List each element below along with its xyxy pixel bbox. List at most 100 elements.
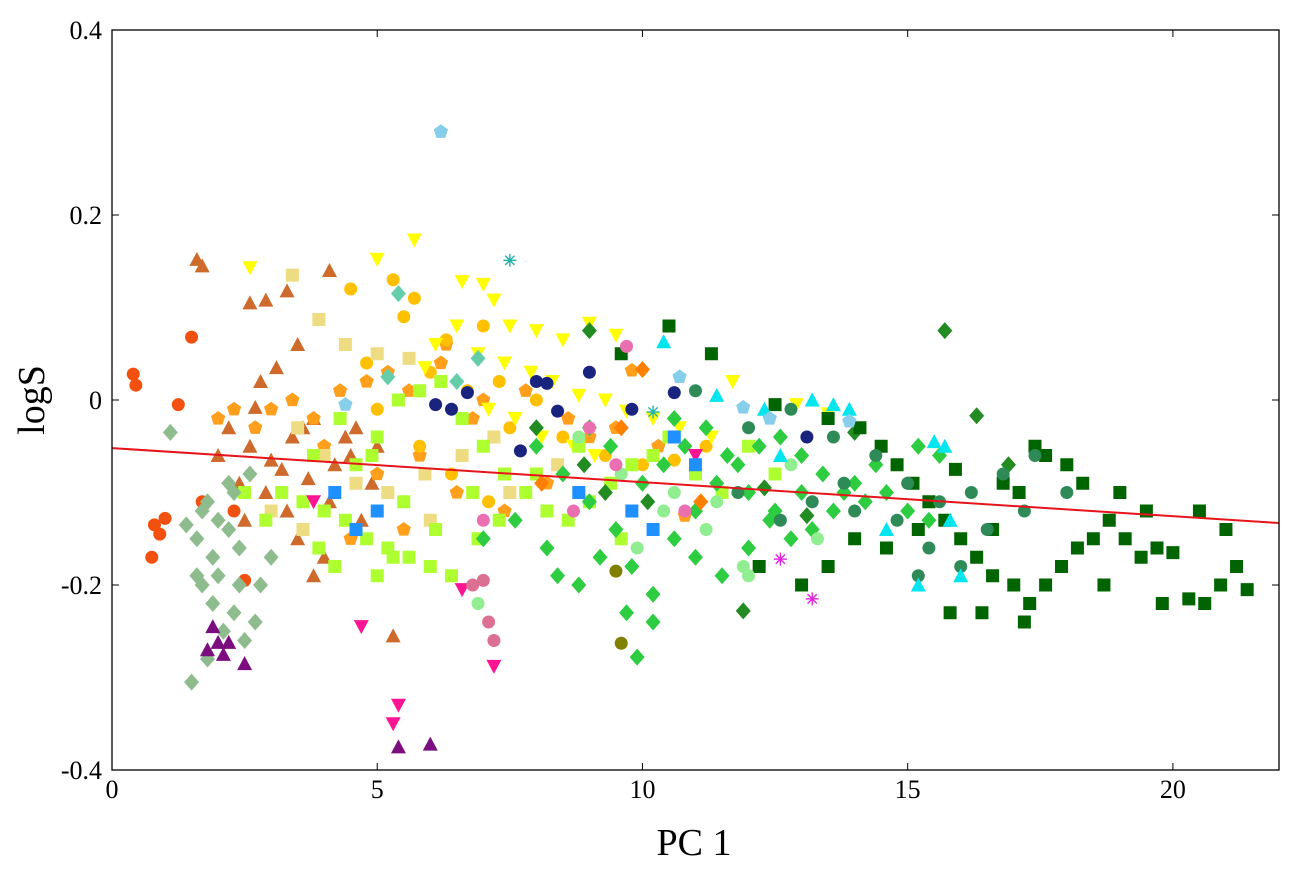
data-point [449,373,465,390]
axis-ticks: 0 5 10 15 20 -0.4 -0.2 0 0.2 0.4 [61,16,1279,804]
data-points [126,124,1254,754]
data-point [422,736,438,751]
data-point [688,548,703,566]
data-point [247,613,263,631]
data-point [804,392,820,407]
data-point [317,449,331,462]
data-point [910,577,926,592]
data-point [756,479,772,497]
data-point [327,457,343,472]
data-point [879,541,893,555]
data-point [162,423,178,441]
data-point [619,604,635,622]
data-point [742,569,756,583]
data-point [1007,578,1021,592]
data-point [407,291,421,305]
data-point [1182,592,1196,606]
data-point [826,430,840,444]
data-point [1118,532,1132,546]
data-point [1113,486,1127,499]
data-point [215,646,231,661]
data-point [428,338,444,352]
data-point [199,642,215,657]
data-point [429,523,443,536]
data-point [316,549,332,564]
data-point [475,277,491,292]
data-point [317,504,331,518]
data-point [231,576,247,594]
data-point [910,437,926,455]
data-point [312,541,326,555]
data-point [338,397,353,411]
data-point [238,486,252,499]
data-point [921,511,937,529]
data-point [1150,541,1164,555]
data-point [667,453,681,467]
data-point [901,476,915,490]
data-point [444,402,458,416]
data-point [624,558,640,575]
data-point [678,504,692,518]
trend-line [112,447,1279,525]
data-point [242,295,258,310]
data-point [948,462,962,476]
data-point [487,430,501,444]
data-point [221,420,237,435]
data-point [258,485,274,499]
data-point [306,411,321,425]
plot-area [112,30,1279,770]
data-point [970,550,984,564]
data-point [482,495,496,509]
data-point [689,384,702,398]
data-point [576,456,592,474]
data-point [773,513,787,527]
data-point [226,604,242,622]
data-point [497,356,513,371]
data-point [555,333,571,348]
data-point [307,449,321,462]
x-tick-label: 20 [1160,775,1186,804]
data-point [385,717,401,732]
data-point [587,449,603,463]
data-point [1214,578,1228,592]
data-point [571,576,587,594]
y-tick-label: 0 [89,386,102,415]
data-point [1102,513,1116,527]
data-point [449,319,465,334]
data-point [805,495,819,509]
data-point [268,360,284,375]
data-point [519,486,533,499]
data-point [634,360,650,378]
data-point [503,253,517,267]
data-point [795,578,809,592]
data-point [370,569,384,583]
data-point [710,495,724,509]
data-point [360,532,374,546]
data-point [349,523,363,536]
data-point [247,399,263,414]
data-point [364,475,380,490]
data-point [677,437,693,455]
data-point [215,622,231,640]
data-point [572,439,586,453]
data-point [911,569,925,583]
data-point [486,659,502,674]
data-point [794,447,810,464]
data-point [656,456,672,474]
data-point [317,438,332,453]
data-point [475,530,491,548]
data-point [513,444,527,458]
data-point [742,439,756,453]
data-point [528,324,544,339]
data-point [800,430,814,444]
data-point [397,495,411,509]
data-point [518,383,533,397]
data-point [608,521,624,538]
data-point [1070,541,1084,555]
data-point [609,564,623,578]
data-point [1086,532,1100,546]
data-point [227,504,241,518]
data-point [291,421,305,435]
data-point [274,461,290,476]
